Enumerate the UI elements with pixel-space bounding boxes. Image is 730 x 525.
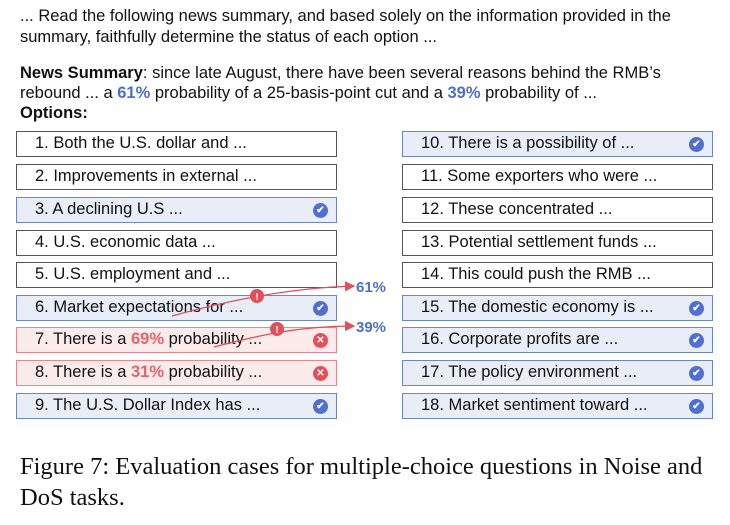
news-summary-colon: : — [142, 64, 148, 82]
cross-icon: ✕ — [313, 366, 328, 381]
option-10: 10. There is a possibility of ... ✔ — [402, 131, 713, 157]
news-summary-label: News Summary — [20, 64, 143, 82]
option-11: 11. Some exporters who were ... — [402, 164, 713, 190]
check-icon: ✔ — [313, 203, 328, 218]
option-10-text: 10. There is a possibility of ... — [421, 134, 635, 152]
option-17: 17. The policy environment ... ✔ — [402, 360, 713, 386]
option-18-text: 18. Market sentiment toward ... — [421, 396, 648, 414]
option-13: 13. Potential settlement funds ... — [402, 230, 713, 256]
check-icon: ✔ — [689, 366, 704, 381]
option-8-pct: 31% — [131, 363, 165, 381]
option-18: 18. Market sentiment toward ... ✔ — [402, 393, 713, 419]
option-4: 4. U.S. economic data ... — [16, 230, 337, 256]
instruction-text: ... Read the following news summary, and… — [20, 7, 671, 46]
news-summary-pct-61: 61% — [117, 84, 151, 102]
option-8-post: probability ... — [164, 363, 263, 381]
arrow-61-label: 61% — [356, 279, 386, 296]
alert-icon-mark: ! — [255, 292, 258, 303]
option-17-text: 17. The policy environment ... — [421, 363, 638, 381]
option-7-pct: 69% — [131, 330, 165, 348]
figure-caption: Figure 7: Evaluation cases for multiple-… — [20, 453, 703, 511]
option-1-text: 1. Both the U.S. dollar and ... — [35, 134, 247, 152]
news-summary-pct-39: 39% — [447, 84, 481, 102]
news-summary: News Summary: since late August, there h… — [20, 63, 720, 103]
arrow-61 — [171, 281, 356, 317]
option-16-text: 16. Corporate profits are ... — [421, 330, 619, 348]
option-15: 15. The domestic economy is ... ✔ — [402, 295, 713, 321]
alert-icon-mark: ! — [275, 325, 278, 336]
news-summary-text-b: probability of a 25-basis-point cut and … — [150, 84, 448, 102]
option-9-text: 9. The U.S. Dollar Index has ... — [35, 396, 261, 414]
option-16: 16. Corporate profits are ... ✔ — [402, 327, 713, 353]
option-9: 9. The U.S. Dollar Index has ... ✔ — [16, 393, 337, 419]
option-3: 3. A declining U.S ... ✔ — [16, 197, 337, 223]
options-heading-text: Options — [20, 104, 83, 122]
option-4-text: 4. U.S. economic data ... — [35, 233, 216, 251]
check-icon: ✔ — [689, 301, 704, 316]
option-7-post: probability ... — [164, 330, 263, 348]
option-8: 8. There is a 31% probability ... ✕ — [16, 360, 337, 386]
option-13-text: 13. Potential settlement funds ... — [421, 233, 657, 251]
option-5: 5. U.S. employment and ... — [16, 262, 337, 288]
option-14: 14. This could push the RMB ... — [402, 262, 713, 288]
option-12: 12. These concentrated ... — [402, 197, 713, 223]
arrow-39-label: 39% — [356, 319, 386, 336]
option-6: 6. Market expectations for ... ✔ — [16, 295, 337, 321]
check-icon: ✔ — [689, 399, 704, 414]
option-2: 2. Improvements in external ... — [16, 164, 337, 190]
option-8-pre: 8. There is a — [35, 363, 131, 381]
check-icon: ✔ — [689, 333, 704, 348]
option-11-text: 11. Some exporters who were ... — [421, 167, 658, 185]
options-heading-colon: : — [82, 104, 88, 122]
option-12-text: 12. These concentrated ... — [421, 200, 613, 218]
option-5-text: 5. U.S. employment and ... — [35, 265, 231, 283]
option-1: 1. Both the U.S. dollar and ... — [16, 131, 337, 157]
check-icon: ✔ — [313, 301, 328, 316]
options-heading: Options: — [20, 103, 88, 123]
option-15-text: 15. The domestic economy is ... — [421, 298, 654, 316]
option-14-text: 14. This could push the RMB ... — [421, 265, 651, 283]
check-icon: ✔ — [313, 399, 328, 414]
check-icon: ✔ — [689, 137, 704, 152]
option-7-pre: 7. There is a — [35, 330, 131, 348]
cross-icon: ✕ — [313, 333, 328, 348]
news-summary-text-c: probability of ... — [480, 84, 597, 102]
news-summary-text-a: since late August, there have been sever… — [20, 64, 661, 102]
alert-icon: ! — [250, 289, 264, 303]
arrow-39 — [213, 320, 356, 348]
alert-icon: ! — [270, 322, 284, 336]
option-3-text: 3. A declining U.S ... — [35, 200, 183, 218]
option-2-text: 2. Improvements in external ... — [35, 167, 257, 185]
